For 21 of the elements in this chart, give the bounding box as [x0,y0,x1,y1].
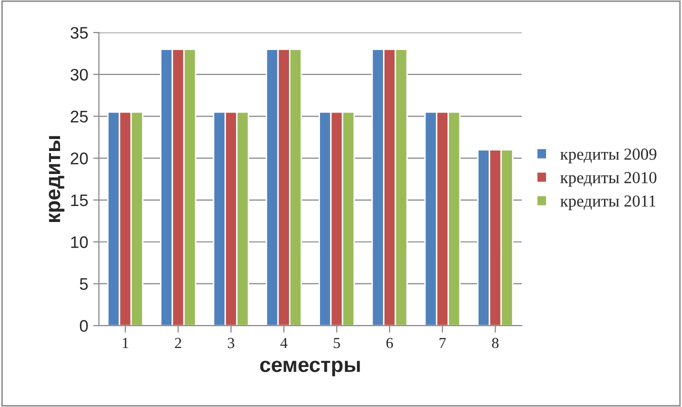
y-tick-label: 35 [70,26,88,39]
x-tick-label: 2 [175,338,182,348]
x-tick-label: 3 [228,338,234,348]
y-tick-label: 25 [70,110,88,122]
x-tick-label: 1 [122,338,128,348]
y-tick-label: 20 [70,152,88,164]
y-tick-label: 30 [70,68,88,81]
y-tick-label: 0 [80,320,88,332]
x-tick-label: 4 [280,338,288,348]
x-tick-label: 5 [334,338,340,348]
y-tick-label: 5 [80,278,88,290]
y-tick-label: 15 [71,194,88,206]
x-tick-label: 7 [440,338,446,348]
x-axis-title: семестры [260,360,360,376]
x-tick-label: 6 [386,338,393,348]
legend-label: кредиты 2010 [560,172,656,187]
legend-label: кредиты 2009 [560,148,656,164]
x-tick-label: 8 [492,338,499,348]
y-tick-label: 10 [71,236,88,248]
legend-label: кредиты 2011 [560,195,656,210]
y-axis-title: кредиты [48,136,64,222]
